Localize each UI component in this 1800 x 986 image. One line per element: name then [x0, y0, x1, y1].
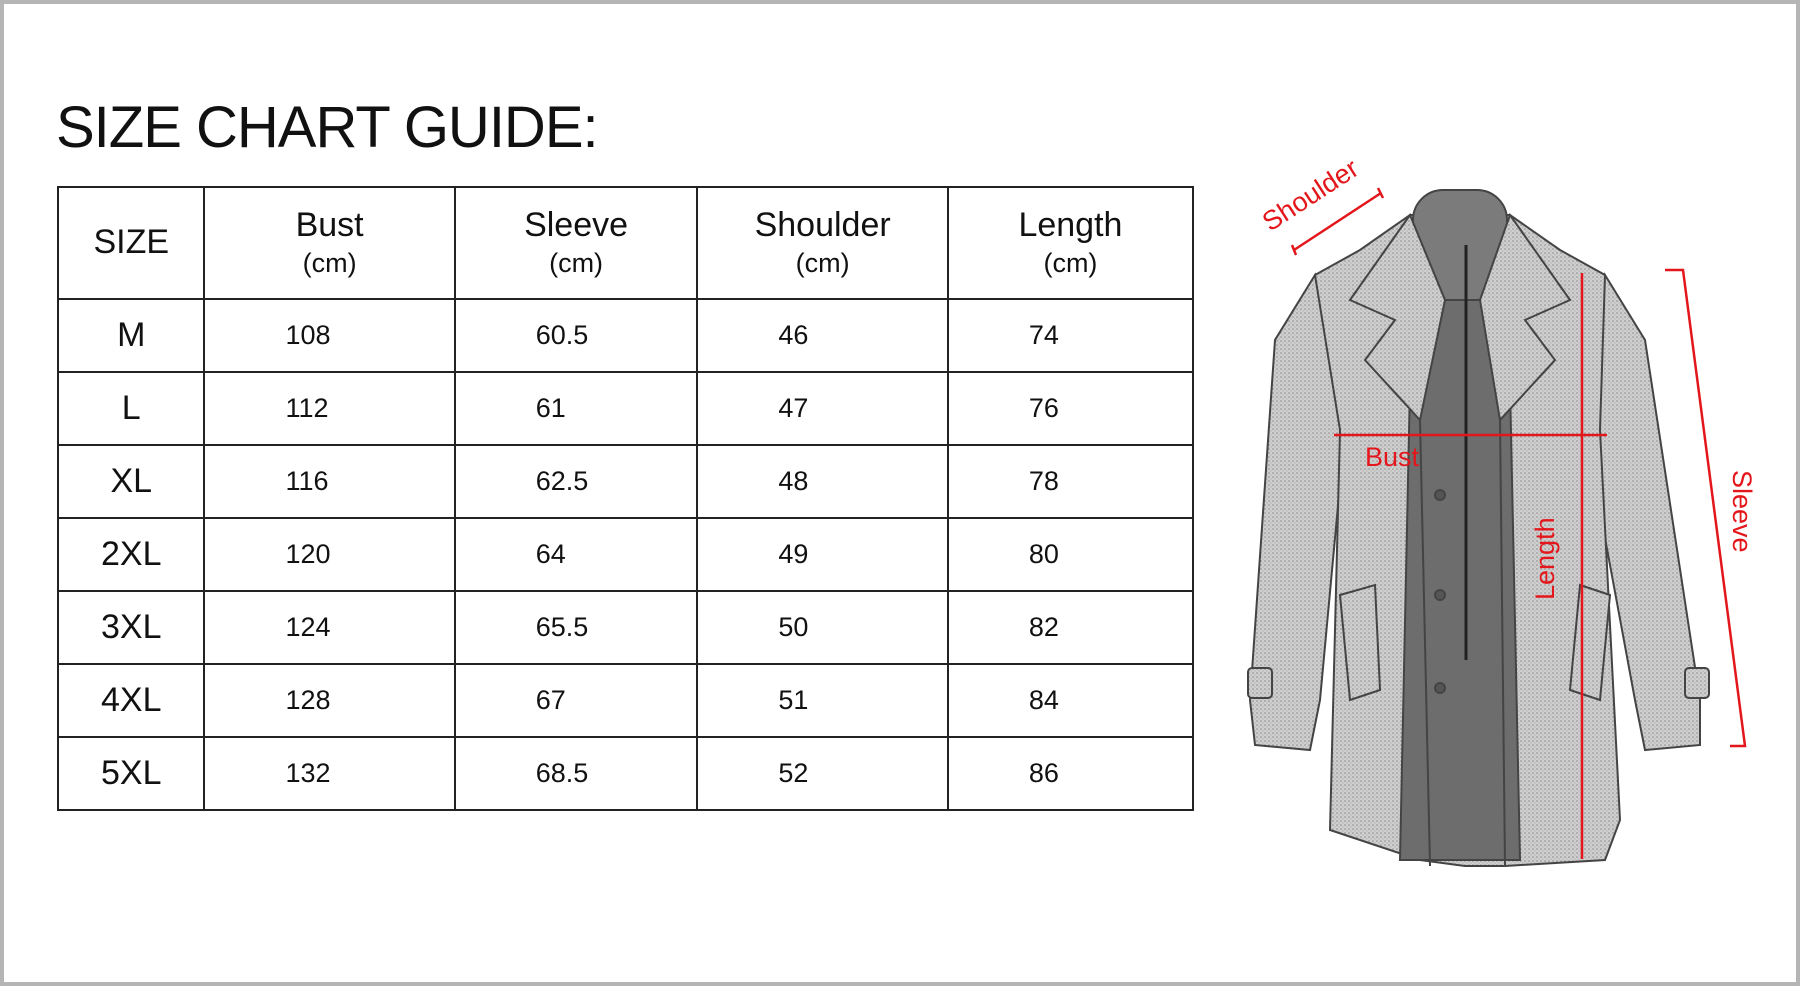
- cell-shoulder: 48: [696, 444, 949, 519]
- header-size: SIZE: [56, 186, 206, 300]
- cell-shoulder: 52: [696, 736, 949, 811]
- cell-size: 2XL: [56, 517, 206, 592]
- cell-size: L: [56, 371, 206, 446]
- page-title: SIZE CHART GUIDE:: [56, 95, 599, 160]
- sleeve-line: [1665, 268, 1747, 748]
- table-row: 5XL 132 68.5 52 86: [56, 736, 1195, 811]
- cell-shoulder: 47: [696, 371, 949, 446]
- header-bust: Bust (cm): [203, 186, 456, 300]
- table-row: 2XL 120 64 49 80: [56, 517, 1195, 592]
- table-row: L 112 61 47 76: [56, 371, 1195, 446]
- cell-sleeve: 62.5: [453, 444, 699, 519]
- cell-length: 84: [946, 663, 1195, 738]
- header-shoulder: Shoulder (cm): [696, 186, 949, 300]
- length-label: Length: [1530, 517, 1560, 600]
- cell-sleeve: 65.5: [453, 590, 699, 665]
- cell-bust: 108: [203, 298, 456, 373]
- cell-bust: 124: [203, 590, 456, 665]
- cell-sleeve: 64: [453, 517, 699, 592]
- cell-shoulder: 51: [696, 663, 949, 738]
- cell-size: M: [56, 298, 206, 373]
- cell-sleeve: 67: [453, 663, 699, 738]
- coat-illustration: [1247, 189, 1710, 867]
- cell-shoulder: 50: [696, 590, 949, 665]
- cell-length: 76: [946, 371, 1195, 446]
- sleeve-label: Sleeve: [1727, 470, 1757, 553]
- cell-bust: 120: [203, 517, 456, 592]
- cell-length: 82: [946, 590, 1195, 665]
- cell-sleeve: 68.5: [453, 736, 699, 811]
- header-length: Length (cm): [946, 186, 1195, 300]
- table-row: M 108 60.5 46 74: [56, 298, 1195, 373]
- cell-length: 74: [946, 298, 1195, 373]
- cell-size: 4XL: [56, 663, 206, 738]
- shoulder-line: [1290, 187, 1385, 256]
- header-sleeve: Sleeve (cm): [453, 186, 699, 300]
- cell-bust: 116: [203, 444, 456, 519]
- measurement-lines: [1290, 187, 1747, 859]
- table-row: 3XL 124 65.5 50 82: [56, 590, 1195, 665]
- cell-sleeve: 60.5: [453, 298, 699, 373]
- cell-bust: 128: [203, 663, 456, 738]
- cell-bust: 132: [203, 736, 456, 811]
- table-row: 4XL 128 67 51 84: [56, 663, 1195, 738]
- cell-length: 78: [946, 444, 1195, 519]
- table-header-row: SIZE Bust (cm) Sleeve (cm) Shoulder (cm) Le…: [56, 186, 1195, 300]
- cell-shoulder: 46: [696, 298, 949, 373]
- cell-shoulder: 49: [696, 517, 949, 592]
- coat-measurement-diagram: Shoulder Bust Length Sleeve: [1247, 153, 1757, 867]
- cell-bust: 112: [203, 371, 456, 446]
- cell-length: 86: [946, 736, 1195, 811]
- shoulder-label: Shoulder: [1257, 153, 1364, 237]
- cell-length: 80: [946, 517, 1195, 592]
- bust-label: Bust: [1365, 442, 1420, 472]
- cell-sleeve: 61: [453, 371, 699, 446]
- size-chart-table: SIZE Bust (cm) Sleeve (cm) Shoulder (cm) Le…: [56, 186, 1195, 811]
- cell-size: XL: [56, 444, 206, 519]
- cell-size: 5XL: [56, 736, 206, 811]
- table-row: XL 116 62.5 48 78: [56, 444, 1195, 519]
- cell-size: 3XL: [56, 590, 206, 665]
